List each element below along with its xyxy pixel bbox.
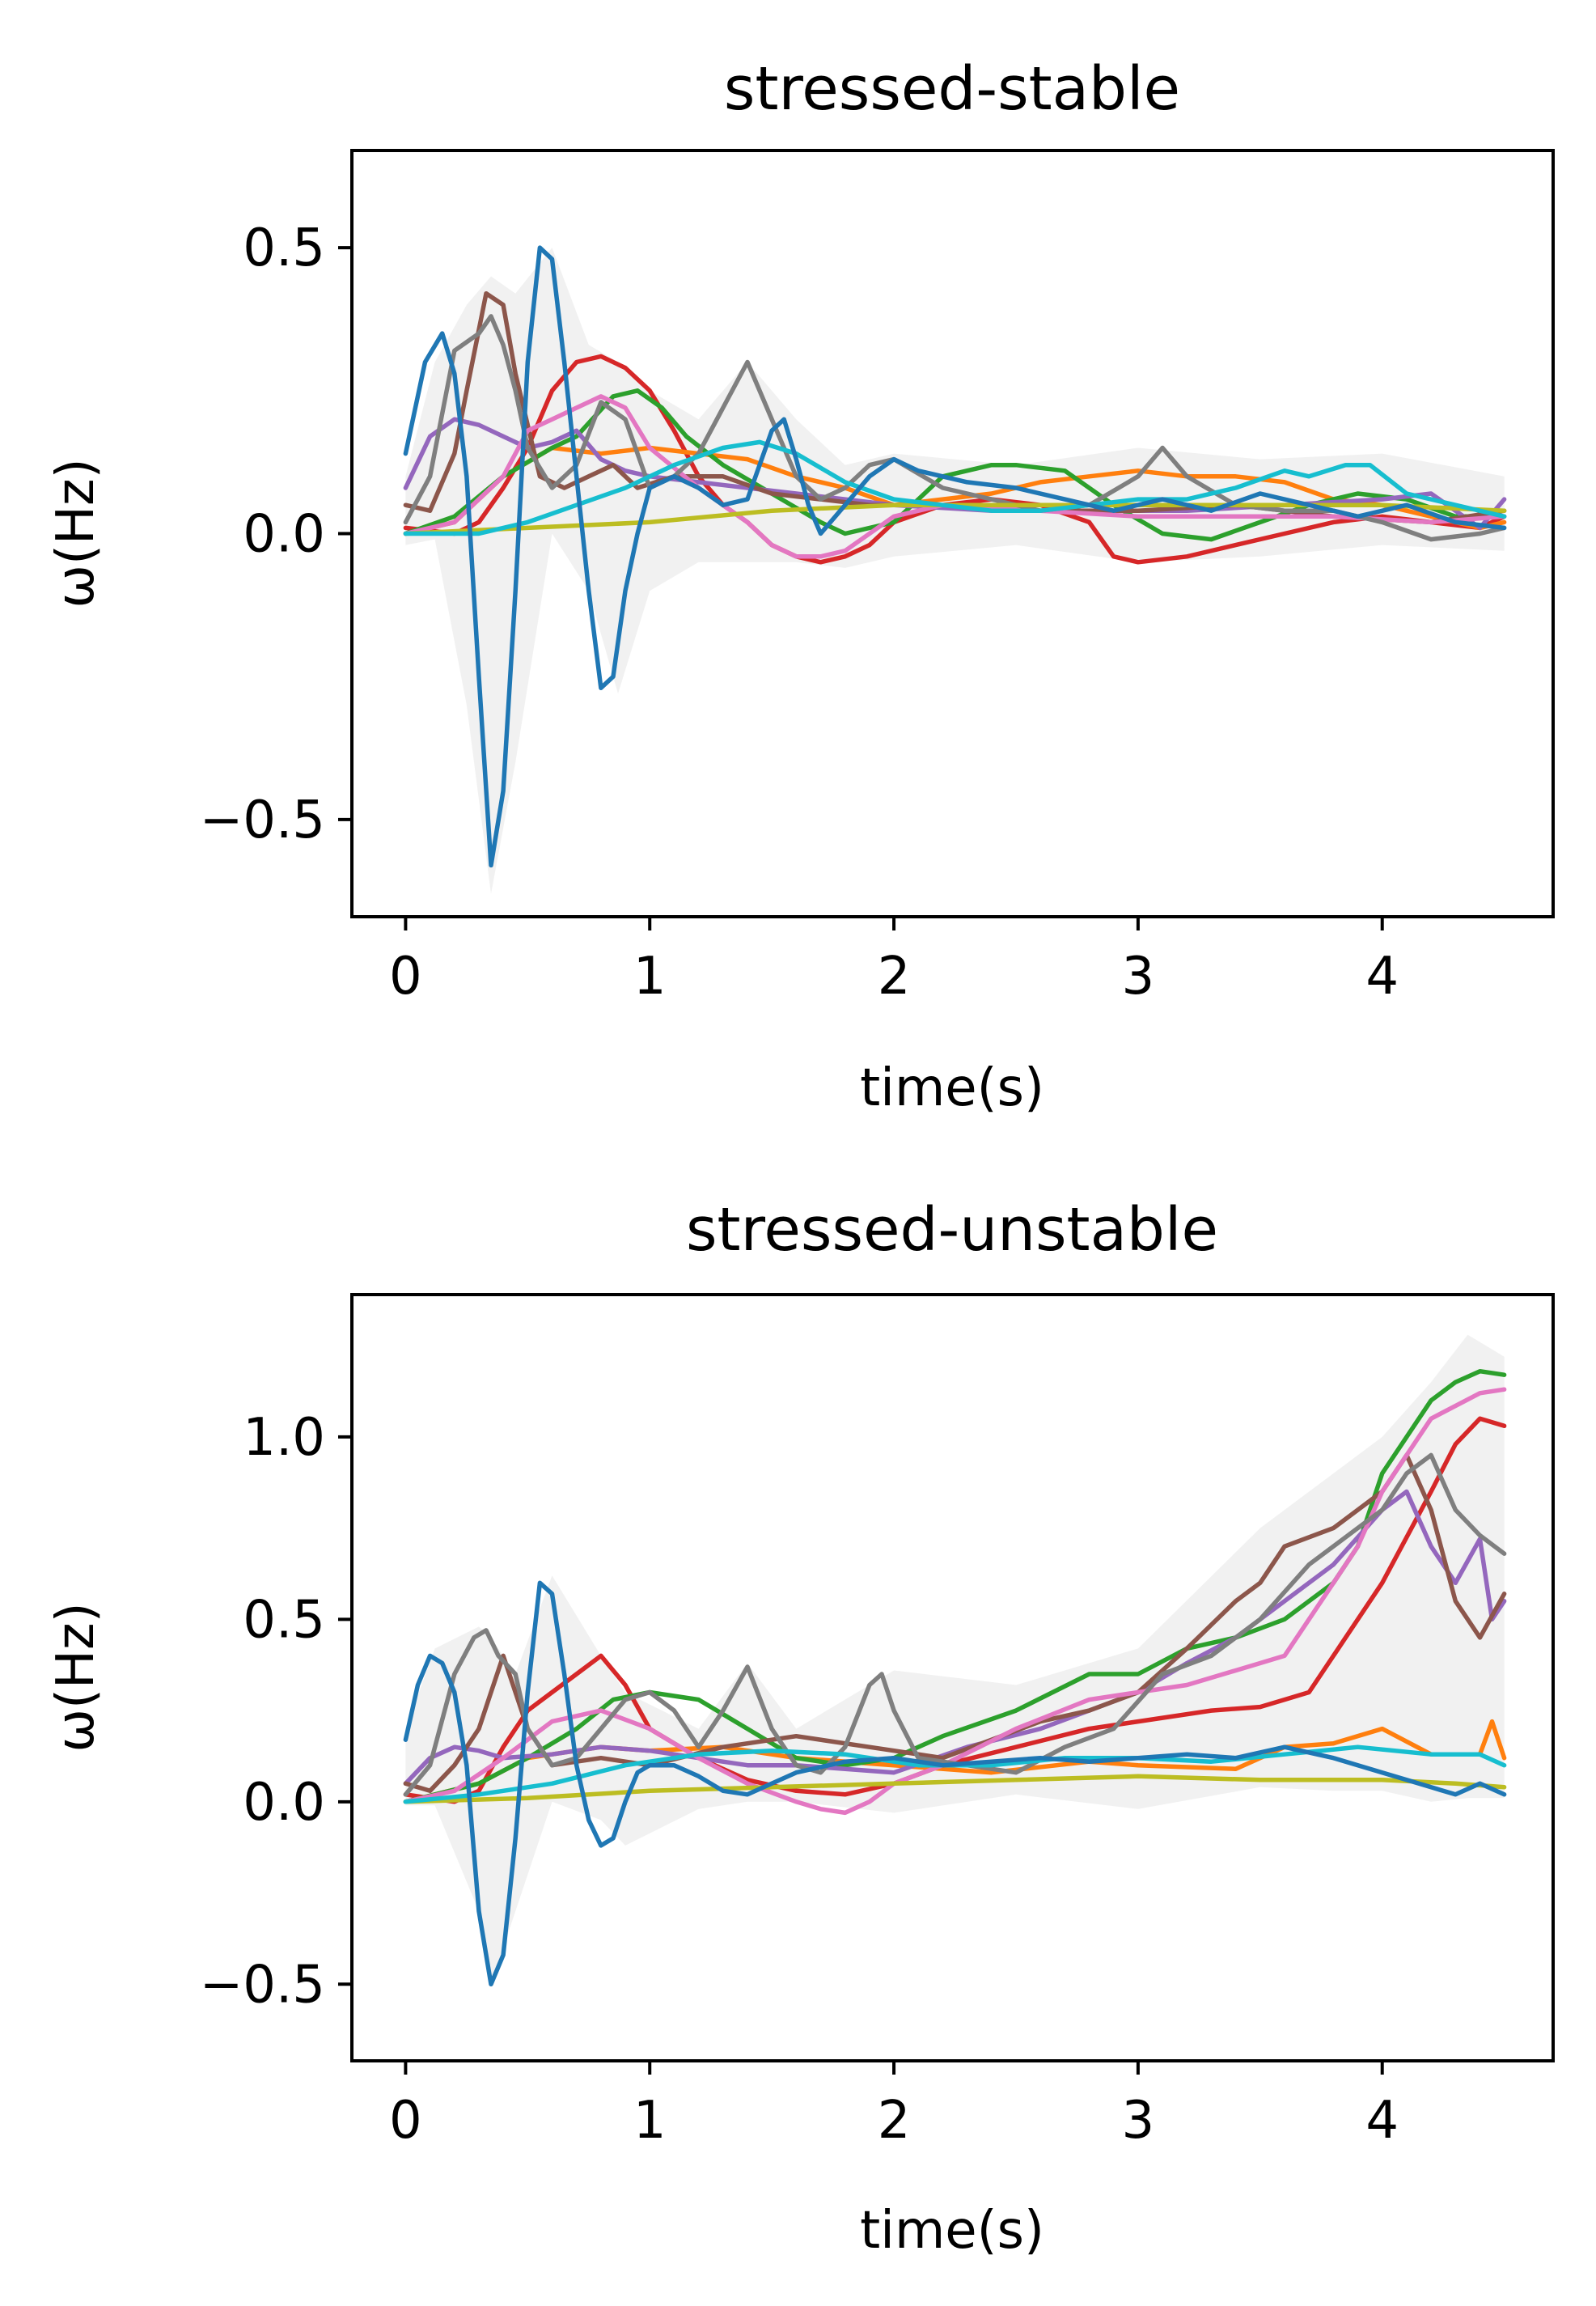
y-tick-label: −0.5	[200, 1955, 325, 2015]
y-axis-ticks: −0.5 0.0 0.5	[200, 218, 352, 850]
series-line-pink	[403, 1387, 1507, 1816]
series-line-pink	[403, 394, 1507, 559]
y-tick-label: −0.5	[200, 791, 325, 850]
x-tick-label: 4	[1365, 947, 1399, 1007]
x-tick-label: 1	[633, 947, 667, 1007]
chart-stressed-unstable: stressed-unstable 0 1 2 3 4 −0.5 0.0 0.5 1.0 ti…	[46, 1195, 1555, 2261]
y-tick-label: 0.5	[243, 1590, 325, 1650]
y-tick-label: 0.0	[243, 505, 325, 565]
x-tick-label: 0	[389, 947, 422, 1007]
envelope-band	[405, 248, 1505, 894]
y-tick-label: 0.0	[243, 1773, 325, 1833]
chart-title: stressed-stable	[724, 54, 1180, 124]
x-tick-label: 3	[1122, 2091, 1155, 2151]
x-tick-label: 4	[1365, 2091, 1399, 2151]
x-axis-label: time(s)	[860, 2201, 1044, 2261]
y-axis-label: ω(Hz)	[46, 1602, 106, 1752]
y-axis-ticks: −0.5 0.0 0.5 1.0	[200, 1408, 352, 2015]
series-line-blue	[403, 1580, 1507, 1987]
y-tick-label: 1.0	[243, 1408, 325, 1468]
series-line-green	[403, 1368, 1507, 1804]
envelope-band	[405, 1334, 1505, 1985]
plot-area	[403, 245, 1507, 894]
plot-area	[403, 1334, 1507, 1987]
x-tick-label: 1	[633, 2091, 667, 2151]
series-line-blue	[403, 245, 1507, 868]
series-line-cyan	[403, 1744, 1507, 1804]
x-tick-label: 0	[389, 2091, 422, 2151]
y-axis-label: ω(Hz)	[46, 458, 106, 608]
series-line-gray	[403, 1452, 1507, 1797]
x-tick-label: 2	[878, 2091, 911, 2151]
y-tick-label: 0.5	[243, 218, 325, 278]
x-axis-label: time(s)	[860, 1058, 1044, 1118]
axes-frame	[350, 1293, 1555, 2062]
x-axis-ticks: 0 1 2 3 4	[389, 917, 1399, 1007]
chart-title: stressed-unstable	[686, 1195, 1218, 1265]
x-tick-label: 3	[1122, 947, 1155, 1007]
x-axis-ticks: 0 1 2 3 4	[389, 2061, 1399, 2151]
series-line-cyan	[403, 439, 1507, 536]
x-tick-label: 2	[878, 947, 911, 1007]
chart-stressed-stable: stressed-stable 0 1 2 3 4 −0.5 0.0 0.5 time(s)…	[46, 54, 1555, 1118]
